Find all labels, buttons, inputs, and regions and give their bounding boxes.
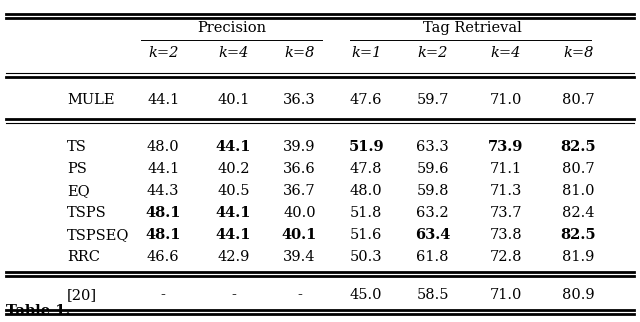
Text: 48.0: 48.0: [350, 184, 382, 198]
Text: MULE: MULE: [67, 93, 115, 107]
Text: 71.0: 71.0: [490, 288, 522, 302]
Text: 40.5: 40.5: [218, 184, 250, 198]
Text: 73.8: 73.8: [490, 228, 522, 242]
Text: 48.1: 48.1: [145, 228, 181, 242]
Text: 51.6: 51.6: [350, 228, 382, 242]
Text: 36.6: 36.6: [283, 162, 316, 176]
Text: 61.8: 61.8: [417, 250, 449, 264]
Text: 73.7: 73.7: [490, 206, 522, 220]
Text: 47.8: 47.8: [350, 162, 382, 176]
Text: [20]: [20]: [67, 288, 97, 302]
Text: k=4: k=4: [218, 46, 249, 60]
Text: RRC: RRC: [67, 250, 100, 264]
Text: 44.3: 44.3: [147, 184, 179, 198]
Text: k=8: k=8: [284, 46, 315, 60]
Text: 48.0: 48.0: [147, 140, 179, 154]
Text: -: -: [297, 288, 302, 302]
Text: 44.1: 44.1: [216, 206, 252, 220]
Text: 80.9: 80.9: [563, 288, 595, 302]
Text: 63.2: 63.2: [417, 206, 449, 220]
Text: 80.7: 80.7: [563, 162, 595, 176]
Text: 71.1: 71.1: [490, 162, 522, 176]
Text: -: -: [231, 288, 236, 302]
Text: 73.9: 73.9: [488, 140, 524, 154]
Text: 46.6: 46.6: [147, 250, 179, 264]
Text: 82.4: 82.4: [563, 206, 595, 220]
Text: 40.1: 40.1: [218, 93, 250, 107]
Text: 39.4: 39.4: [284, 250, 316, 264]
Text: 44.1: 44.1: [147, 162, 179, 176]
Text: EQ: EQ: [67, 184, 90, 198]
Text: 44.1: 44.1: [216, 140, 252, 154]
Text: 80.7: 80.7: [563, 93, 595, 107]
Text: k=2: k=2: [148, 46, 179, 60]
Text: 45.0: 45.0: [350, 288, 382, 302]
Text: 71.3: 71.3: [490, 184, 522, 198]
Text: 51.8: 51.8: [350, 206, 382, 220]
Text: k=8: k=8: [563, 46, 594, 60]
Text: 44.1: 44.1: [216, 228, 252, 242]
Text: 82.5: 82.5: [561, 140, 596, 154]
Text: Precision: Precision: [196, 21, 266, 35]
Text: 48.1: 48.1: [145, 206, 181, 220]
Text: 44.1: 44.1: [147, 93, 179, 107]
Text: 50.3: 50.3: [350, 250, 382, 264]
Text: 40.1: 40.1: [282, 228, 317, 242]
Text: 71.0: 71.0: [490, 93, 522, 107]
Text: 59.8: 59.8: [417, 184, 449, 198]
Text: 59.7: 59.7: [417, 93, 449, 107]
Text: 42.9: 42.9: [218, 250, 250, 264]
Text: TS: TS: [67, 140, 87, 154]
Text: -: -: [161, 288, 166, 302]
Text: Table 1.: Table 1.: [6, 304, 71, 318]
Text: 63.3: 63.3: [416, 140, 449, 154]
Text: k=1: k=1: [351, 46, 381, 60]
Text: k=2: k=2: [417, 46, 448, 60]
Text: k=4: k=4: [490, 46, 521, 60]
Text: 51.9: 51.9: [348, 140, 384, 154]
Text: 40.0: 40.0: [284, 206, 316, 220]
Text: 72.8: 72.8: [490, 250, 522, 264]
Text: 63.4: 63.4: [415, 228, 451, 242]
Text: TSPSEQ: TSPSEQ: [67, 228, 130, 242]
Text: 81.9: 81.9: [563, 250, 595, 264]
Text: 39.9: 39.9: [284, 140, 316, 154]
Text: 36.3: 36.3: [283, 93, 316, 107]
Text: 59.6: 59.6: [417, 162, 449, 176]
Text: 36.7: 36.7: [284, 184, 316, 198]
Text: PS: PS: [67, 162, 87, 176]
Text: 47.6: 47.6: [350, 93, 382, 107]
Text: 82.5: 82.5: [561, 228, 596, 242]
Text: Tag Retrieval: Tag Retrieval: [423, 21, 522, 35]
Text: 58.5: 58.5: [417, 288, 449, 302]
Text: 81.0: 81.0: [563, 184, 595, 198]
Text: TSPS: TSPS: [67, 206, 107, 220]
Text: 40.2: 40.2: [218, 162, 250, 176]
